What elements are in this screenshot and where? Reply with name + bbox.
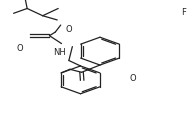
Text: O: O (66, 25, 72, 34)
Text: O: O (16, 44, 23, 53)
Text: F: F (181, 8, 186, 17)
Text: NH: NH (53, 48, 66, 57)
Text: O: O (130, 74, 136, 83)
